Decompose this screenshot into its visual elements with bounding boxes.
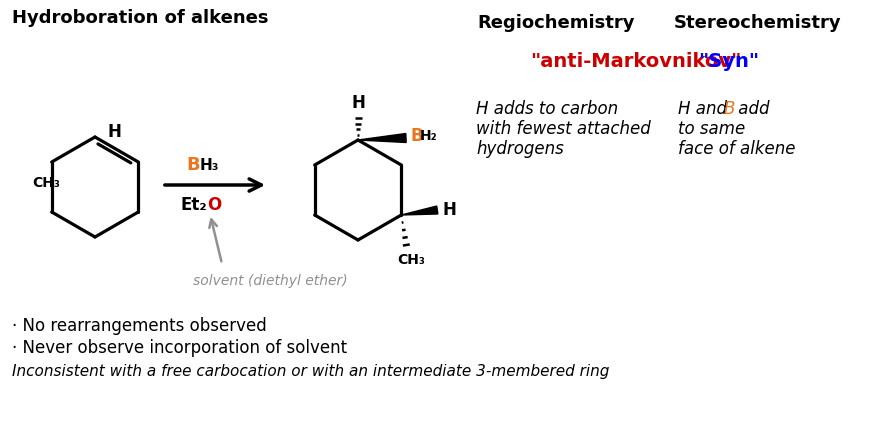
Text: O: O [207, 196, 221, 214]
Text: · Never observe incorporation of solvent: · Never observe incorporation of solvent [12, 339, 347, 357]
Text: "anti-Markovnikov": "anti-Markovnikov" [530, 52, 741, 71]
Text: H₃: H₃ [200, 157, 219, 173]
Text: "Syn": "Syn" [698, 52, 760, 71]
Text: solvent (diethyl ether): solvent (diethyl ether) [192, 274, 347, 288]
Text: · No rearrangements observed: · No rearrangements observed [12, 317, 267, 335]
Text: B: B [186, 156, 200, 174]
Text: H: H [351, 94, 365, 112]
Text: add: add [733, 100, 769, 118]
Polygon shape [401, 206, 438, 215]
Text: Et₂: Et₂ [180, 196, 207, 214]
Text: H and: H and [678, 100, 732, 118]
Text: H adds to carbon: H adds to carbon [476, 100, 618, 118]
Text: H: H [442, 201, 456, 219]
Text: face of alkene: face of alkene [678, 140, 795, 158]
Text: CH₃: CH₃ [398, 253, 426, 267]
Text: Stereochemistry: Stereochemistry [674, 14, 842, 32]
Text: Regiochemistry: Regiochemistry [477, 14, 635, 32]
Text: H₂: H₂ [420, 129, 438, 143]
Text: B: B [724, 100, 735, 118]
Text: Hydroboration of alkenes: Hydroboration of alkenes [12, 9, 268, 27]
Text: with fewest attached: with fewest attached [476, 120, 651, 138]
Text: B: B [410, 127, 423, 145]
Text: to same: to same [678, 120, 746, 138]
Text: CH₃: CH₃ [31, 176, 59, 190]
Text: hydrogens: hydrogens [476, 140, 564, 158]
Text: Inconsistent with a free carbocation or with an intermediate 3-membered ring: Inconsistent with a free carbocation or … [12, 364, 609, 379]
Text: H: H [107, 123, 121, 141]
Polygon shape [358, 133, 406, 143]
